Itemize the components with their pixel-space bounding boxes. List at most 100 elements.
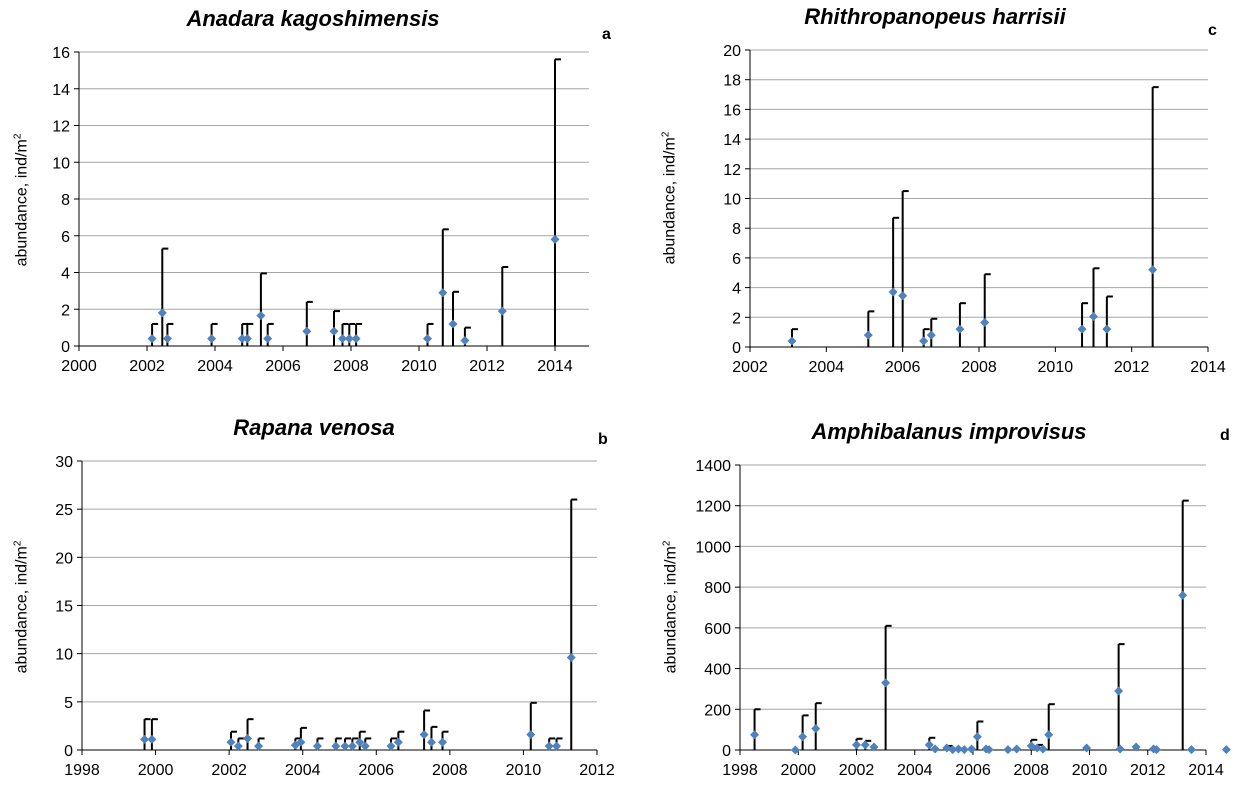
y-axis-label: abundance, ind/m2	[12, 133, 31, 267]
data-point	[237, 334, 247, 344]
x-tick-label: 2002	[732, 359, 768, 376]
y-tick-label: 4	[61, 266, 70, 283]
y-tick-label: 0	[732, 340, 741, 357]
y-tick-label: 2	[61, 302, 70, 319]
data-point	[254, 741, 264, 751]
data-point	[550, 234, 560, 244]
data-point	[967, 744, 977, 754]
data-point	[930, 744, 940, 754]
x-tick-label: 2008	[961, 359, 997, 376]
x-tick-label: 2014	[537, 358, 573, 375]
x-tick-label: 2006	[955, 762, 991, 779]
data-point	[881, 678, 891, 688]
data-point	[972, 732, 982, 742]
chart-c-svg: 0 2 4 6 8 10 12 14 16 18 20 2002 2004 2006 2008 2010 201…	[723, 43, 1226, 376]
chart-panel-d: 0 200 400 600 800 1000 1200 1400 1998 2000 2002 200…	[628, 397, 1256, 794]
data-point	[955, 324, 965, 334]
data-point	[1032, 743, 1042, 753]
chart-panel-b: 0 5 10 15 20 25 30 1998 2000 2002 2004 2006 2008 2010…	[0, 397, 628, 794]
x-tick-label: 2000	[138, 762, 174, 779]
panel-label: d	[1220, 427, 1230, 444]
chart-panel-a: 0 2 4 6 8 10 12 14 16 2000 2002 2004 2006 2008 2010 201…	[0, 0, 628, 397]
data-point	[888, 287, 898, 297]
y-tick-label: 1000	[695, 539, 731, 556]
data-point	[787, 336, 797, 346]
data-point	[423, 334, 432, 344]
data-point	[526, 730, 536, 740]
y-tick-label: 18	[723, 73, 741, 90]
data-point	[226, 737, 236, 747]
y-tick-label: 12	[52, 119, 70, 136]
data-point	[302, 326, 312, 336]
y-tick-label: 4	[732, 281, 741, 298]
panel-label: c	[1208, 22, 1217, 39]
data-point	[393, 737, 403, 747]
data-point	[140, 734, 150, 744]
y-tick-label: 800	[704, 580, 731, 597]
data-point	[1114, 686, 1124, 696]
y-tick-label: 25	[55, 502, 73, 519]
x-tick-label: 2010	[506, 762, 542, 779]
data-point	[1038, 744, 1048, 754]
data-point	[1131, 742, 1141, 752]
y-tick-label: 0	[61, 339, 70, 356]
x-tick-label: 2014	[1190, 359, 1226, 376]
data-point	[338, 334, 347, 344]
y-tick-label: 16	[723, 102, 741, 119]
y-tick-label: 5	[64, 695, 73, 712]
data-point	[1186, 745, 1196, 755]
y-tick-label: 600	[704, 621, 731, 638]
x-tick-label: 2008	[432, 762, 468, 779]
data-point	[984, 745, 994, 755]
x-tick-label: 2006	[265, 358, 301, 375]
x-tick-label: 2010	[401, 358, 437, 375]
x-tick-label: 2006	[885, 359, 921, 376]
data-point	[419, 730, 429, 740]
x-tick-label: 1998	[722, 762, 758, 779]
y-tick-label: 20	[723, 43, 741, 60]
data-point	[1082, 743, 1092, 753]
data-point	[426, 737, 436, 747]
data-point	[790, 745, 800, 755]
y-tick-label: 10	[723, 192, 741, 209]
y-tick-label: 200	[704, 702, 731, 719]
chart-title: Anadara kagoshimensis	[186, 6, 440, 31]
data-point	[1089, 312, 1098, 322]
y-tick-label: 6	[732, 251, 741, 268]
data-point	[344, 334, 354, 344]
y-tick-label: 20	[55, 550, 73, 567]
data-point	[959, 745, 969, 755]
x-tick-label: 2008	[1013, 762, 1049, 779]
data-point	[860, 740, 870, 750]
y-tick-label: 14	[52, 82, 70, 99]
y-axis-label: abundance, ind/m2	[660, 131, 679, 265]
data-point	[312, 741, 322, 751]
y-tick-label: 1200	[695, 499, 731, 516]
panel-label: a	[602, 26, 611, 43]
y-tick-label: 30	[55, 454, 73, 471]
data-point	[898, 291, 908, 301]
data-point	[544, 741, 554, 751]
data-point	[1044, 730, 1054, 740]
data-point	[869, 742, 879, 752]
x-tick-label: 2012	[579, 762, 615, 779]
y-tick-label: 10	[52, 155, 70, 172]
x-tick-label: 2004	[897, 762, 933, 779]
y-tick-label: 0	[722, 743, 731, 760]
y-tick-label: 8	[61, 192, 70, 209]
data-point	[351, 334, 361, 344]
data-point	[1012, 744, 1022, 754]
x-tick-label: 2002	[839, 762, 875, 779]
x-tick-label: 1998	[64, 762, 100, 779]
data-point	[1148, 265, 1158, 275]
data-point	[243, 733, 253, 743]
x-tick-label: 2010	[1038, 359, 1074, 376]
y-tick-label: 8	[732, 221, 741, 238]
data-point	[552, 741, 562, 751]
data-point	[296, 737, 306, 747]
y-tick-label: 10	[55, 647, 73, 664]
data-point	[460, 335, 470, 345]
data-point	[438, 288, 448, 298]
y-tick-label: 400	[704, 662, 731, 679]
data-point	[448, 319, 458, 329]
